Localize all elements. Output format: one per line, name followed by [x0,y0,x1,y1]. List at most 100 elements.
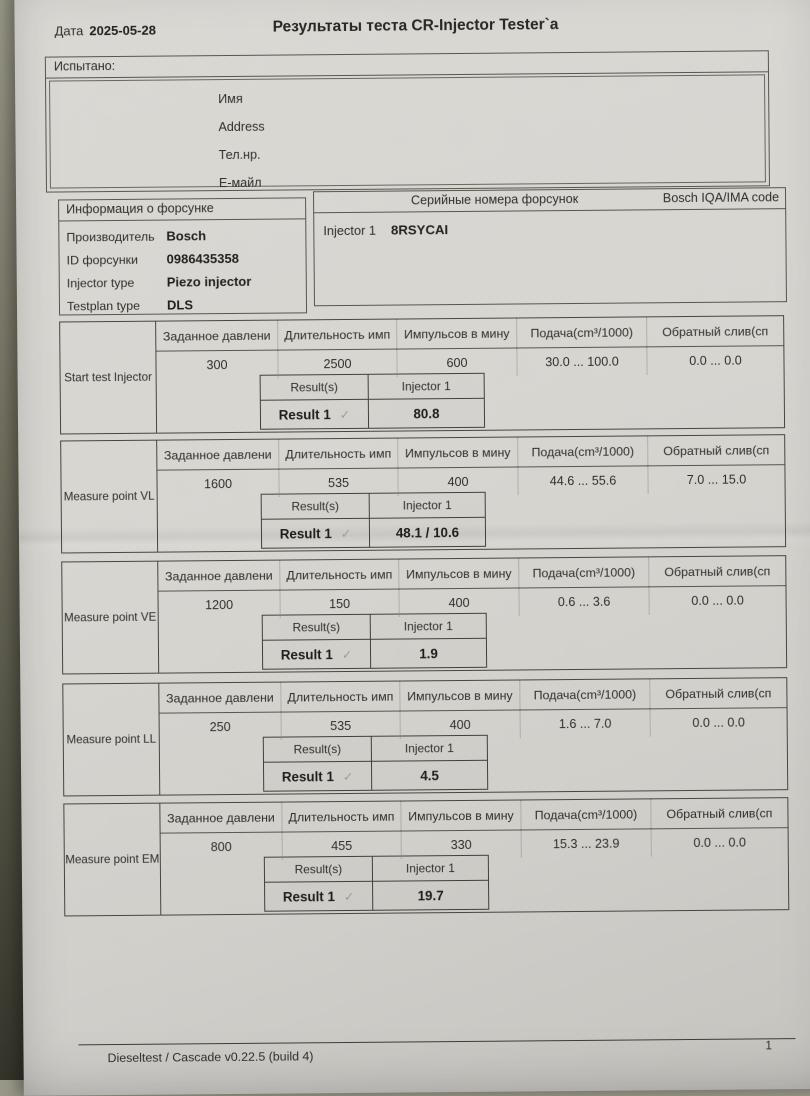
iqa-ima-code-header: Bosch IQA/IMA code [662,190,780,206]
injector-header: Injector 1 [402,498,452,513]
injector-header: Injector 1 [405,861,455,876]
value-backflow-range: 0.0 ... 0.0 [646,346,784,375]
injector-header: Injector 1 [404,741,454,756]
col-backflow: Обратный слив(сп [646,316,784,347]
field-phone: Тел.нр. [218,147,261,163]
result-header-row: Result(s) Injector 1 [260,373,484,401]
col-pulses-per-min: Импульсов в мину [396,318,517,349]
check-icon: ✓ [342,769,354,784]
value-backflow-range: 0.0 ... 0.0 [649,708,787,737]
col-delivery: Подача(cm³/1000) [518,557,649,588]
tested-box: Испытано: Имя Address Тел.нр. Е-майл [44,50,770,193]
col-pulse-duration: Длительность имп [277,319,397,350]
info-row-testplan-type: Testplan type DLS [66,297,194,313]
section-start-test-injector: Start test Injector Заданное давлени Дли… [59,315,786,435]
col-delivery: Подача(cm³/1000) [519,679,650,710]
result-label-cell: Result 1 ✓ [261,518,371,548]
result-table: Result(s) Injector 1 Result 1 ✓ 4.5 [262,734,489,792]
info-row-manufacturer: Производитель Bosch [66,228,207,244]
result-value: 80.8 [413,405,440,421]
value-backflow-range: 0.0 ... 0.0 [650,828,788,857]
field-name: Имя [218,91,243,107]
check-icon: ✓ [340,526,352,541]
section-label: Measure point VE [62,561,160,674]
section-measure-point-em: Measure point EM Заданное давлени Длител… [63,797,790,917]
result-header-row: Result(s) Injector 1 [262,613,486,641]
paper-document: Дата 2025-05-28 Результаты теста CR-Injec… [14,0,810,1096]
col-pressure: Заданное давлени [162,328,271,344]
col-pressure: Заданное давлени [167,810,275,826]
section-table: Заданное давлени Длительность имп Импуль… [159,678,787,794]
result-value: 1.9 [419,645,438,661]
page-title: Результаты теста CR-Injector Tester`a [272,16,559,36]
injector-info-header: Информация о форсунке [66,201,214,217]
col-pulse-duration: Длительность имп [281,801,401,832]
injector-header: Injector 1 [403,619,453,634]
col-delivery: Подача(cm³/1000) [520,799,651,830]
section-table: Заданное давлени Длительность имп Импуль… [158,556,786,672]
value-delivery-range: 44.6 ... 55.6 [517,466,648,495]
value-delivery-range: 1.6 ... 7.0 [519,709,650,738]
result-row: Result 1 ✓ 80.8 [260,399,484,429]
value-delivery-range: 30.0 ... 100.0 [516,347,647,376]
col-delivery: Подача(cm³/1000) [517,436,648,467]
col-backflow: Обратный слив(сп [647,435,785,466]
serial-value: 8RSYCAI [390,222,449,238]
result-value: 48.1 / 10.6 [395,524,460,541]
section-label: Start test Injector [60,321,158,434]
value-delivery-range: 15.3 ... 23.9 [520,829,651,858]
tested-inner-box: Имя Address Тел.нр. Е-майл [49,74,766,190]
injector-label: Injector 1 [323,222,377,239]
field-address: Address [218,119,265,135]
section-measure-point-ve: Measure point VE Заданное давлени Длител… [61,555,788,675]
info-row-id: ID форсунки 0986435358 [66,250,239,267]
col-pulses-per-min: Импульсов в мину [398,558,519,589]
results-header: Result(s) [263,736,372,762]
divider [314,208,786,214]
result-header-row: Result(s) Injector 1 [264,855,489,883]
tested-header: Испытано: [53,58,116,74]
col-pulse-duration: Длительность имп [280,681,400,712]
result-table: Result(s) Injector 1 Result 1 ✓ 19.7 [263,854,490,912]
footer-divider [78,1038,796,1046]
result-row: Result 1 ✓ 4.5 [263,761,487,791]
injector-info-rows: Производитель Bosch ID форсунки 09864353… [66,223,302,317]
check-icon: ✓ [341,647,353,662]
results-header: Result(s) [264,856,374,882]
col-delivery: Подача(cm³/1000) [516,317,647,348]
result-row: Result 1 ✓ 19.7 [265,881,488,911]
col-pressure: Заданное давлени [163,447,272,463]
injector-header: Injector 1 [401,379,451,394]
footer-page-number: 1 [765,1040,772,1053]
value-backflow-range: 7.0 ... 15.0 [647,465,785,494]
col-pulses-per-min: Импульсов в мину [397,437,518,468]
footer-app-version: Dieseltest / Cascade v0.22.5 (build 4) [107,1049,314,1066]
check-icon: ✓ [343,889,355,904]
section-table: Заданное давлени Длительность имп Импуль… [156,316,784,432]
col-pulse-duration: Длительность имп [278,438,398,469]
result-table: Result(s) Injector 1 Result 1 ✓ 1.9 [261,612,488,670]
check-icon: ✓ [339,407,351,422]
section-label: Measure point EM [64,803,162,916]
section-measure-point-ll: Measure point LL Заданное давлени Длител… [62,677,789,797]
col-pressure: Заданное давлени [165,690,274,706]
value-delivery-range: 0.6 ... 3.6 [518,587,649,616]
result-label-cell: Result 1 ✓ [260,399,370,429]
result-value: 19.7 [417,887,444,903]
section-label: Measure point VL [61,440,159,553]
injector-info-box: Информация о форсунке Производитель Bosc… [58,197,308,317]
result-value: 4.5 [420,767,439,783]
divider [59,218,306,222]
result-label-cell: Result 1 ✓ [265,881,374,911]
result-row: Result 1 ✓ 48.1 / 10.6 [261,518,485,548]
results-header: Result(s) [260,374,369,400]
results-header: Result(s) [262,614,371,640]
result-label-cell: Result 1 ✓ [262,639,372,669]
result-label-cell: Result 1 ✓ [263,761,373,791]
tested-fields: Имя Address Тел.нр. Е-майл [218,92,265,204]
col-pulses-per-min: Импульсов в мину [400,800,521,831]
result-header-row: Result(s) Injector 1 [263,735,487,763]
result-table: Result(s) Injector 1 Result 1 ✓ 80.8 [259,372,486,430]
section-measure-point-vl: Measure point VL Заданное давлени Длител… [60,434,787,554]
col-backflow: Обратный слив(сп [650,798,788,829]
